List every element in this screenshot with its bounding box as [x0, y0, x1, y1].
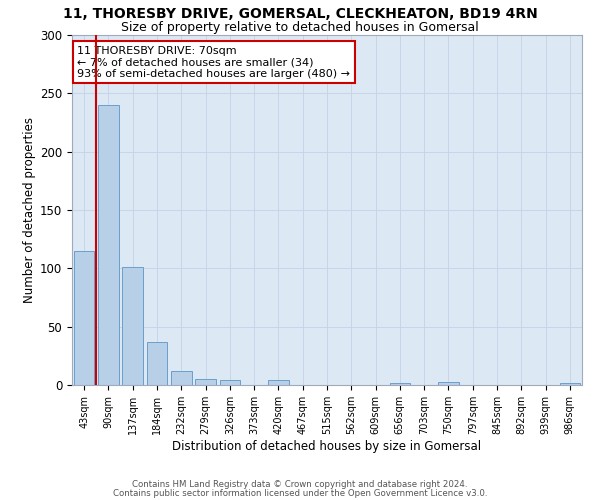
Bar: [220, 380, 240, 385]
Bar: [122, 267, 143, 385]
Bar: [438, 382, 459, 385]
Bar: [74, 251, 94, 385]
Y-axis label: Number of detached properties: Number of detached properties: [23, 117, 36, 303]
Text: 11, THORESBY DRIVE, GOMERSAL, CLECKHEATON, BD19 4RN: 11, THORESBY DRIVE, GOMERSAL, CLECKHEATO…: [62, 8, 538, 22]
Text: Contains HM Land Registry data © Crown copyright and database right 2024.: Contains HM Land Registry data © Crown c…: [132, 480, 468, 489]
Bar: [389, 382, 410, 385]
Bar: [98, 105, 119, 385]
Text: Size of property relative to detached houses in Gomersal: Size of property relative to detached ho…: [121, 21, 479, 34]
Bar: [146, 342, 167, 385]
Bar: [195, 379, 216, 385]
Bar: [171, 371, 191, 385]
X-axis label: Distribution of detached houses by size in Gomersal: Distribution of detached houses by size …: [172, 440, 482, 452]
Text: Contains public sector information licensed under the Open Government Licence v3: Contains public sector information licen…: [113, 488, 487, 498]
Bar: [268, 380, 289, 385]
Text: 11 THORESBY DRIVE: 70sqm
← 7% of detached houses are smaller (34)
93% of semi-de: 11 THORESBY DRIVE: 70sqm ← 7% of detache…: [77, 46, 350, 78]
Bar: [560, 382, 580, 385]
